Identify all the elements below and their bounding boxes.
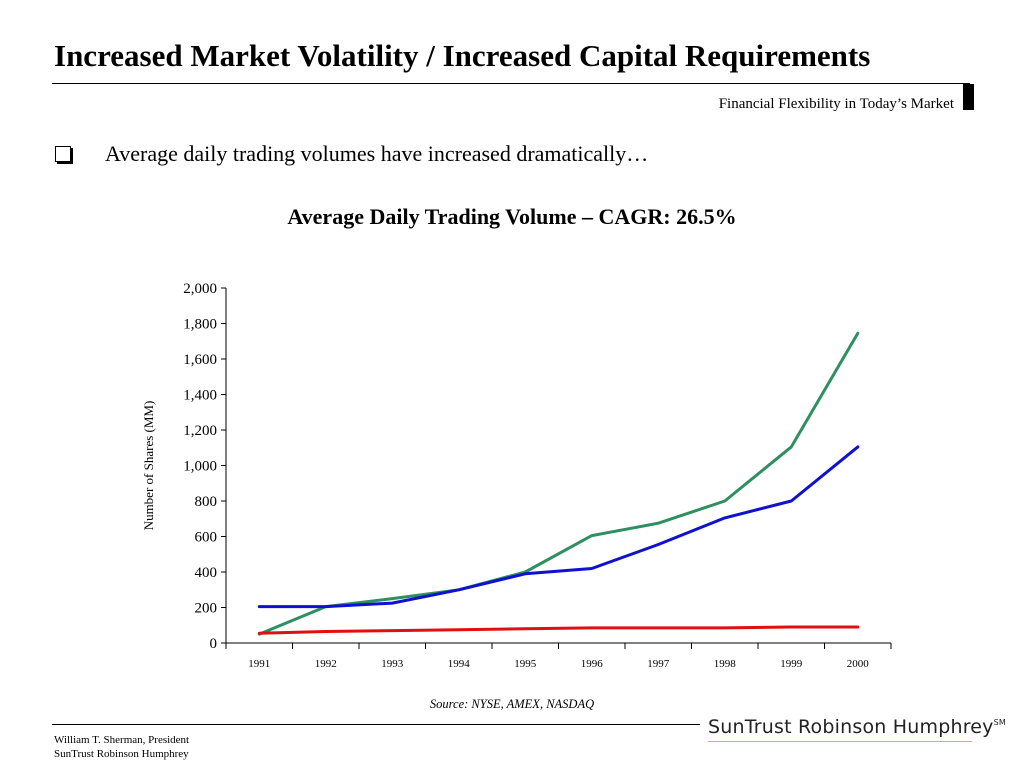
y-tick-label: 1,400 — [183, 388, 217, 404]
header-accent-bar — [963, 84, 974, 110]
x-tick-label: 1995 — [514, 658, 537, 670]
footer-divider — [52, 724, 700, 725]
footer-company: SunTrust Robinson Humphrey — [54, 748, 189, 760]
series-line-3 — [257, 625, 860, 635]
header-divider — [52, 83, 970, 84]
series-line-1 — [257, 331, 860, 636]
y-tick-label: 1,600 — [183, 352, 217, 368]
x-tick-label: 1996 — [581, 658, 604, 670]
y-axis-title: Number of Shares (MM) — [141, 401, 156, 531]
y-tick-label: 0 — [210, 636, 218, 652]
series-line-2 — [257, 445, 860, 609]
page-title: Increased Market Volatility / Increased … — [54, 38, 871, 73]
service-mark: SM — [993, 718, 1007, 727]
y-tick-label: 200 — [195, 601, 218, 617]
logo-underline — [708, 741, 972, 742]
x-tick-label: 1998 — [714, 658, 737, 670]
page-subtitle: Financial Flexibility in Today’s Market — [718, 96, 954, 112]
y-tick-label: 1,000 — [183, 459, 217, 475]
y-tick-label: 2,000 — [183, 281, 217, 297]
footer-author: William T. Sherman, President — [54, 734, 190, 746]
x-tick-label: 1999 — [780, 658, 803, 670]
x-tick-label: 1993 — [381, 658, 404, 670]
checkbox-bullet-icon — [55, 146, 71, 162]
source-note: Source: NYSE, AMEX, NASDAQ — [429, 697, 595, 711]
company-logo: SunTrust Robinson HumphreySM — [708, 716, 1006, 738]
y-tick-label: 600 — [195, 530, 218, 546]
x-tick-label: 1991 — [248, 658, 270, 670]
y-tick-label: 800 — [195, 494, 218, 510]
chart-title: Average Daily Trading Volume – CAGR: 26.… — [287, 204, 737, 229]
bullet-text: Average daily trading volumes have incre… — [105, 141, 649, 166]
y-tick-label: 400 — [195, 565, 218, 581]
logo-text: SunTrust Robinson Humphrey — [708, 716, 994, 738]
x-tick-label: 2000 — [847, 658, 870, 670]
y-tick-label: 1,800 — [183, 317, 217, 333]
x-tick-label: 1992 — [315, 658, 337, 670]
x-tick-label: 1997 — [647, 658, 670, 670]
x-tick-label: 1994 — [448, 658, 471, 670]
y-tick-label: 1,200 — [183, 423, 217, 439]
